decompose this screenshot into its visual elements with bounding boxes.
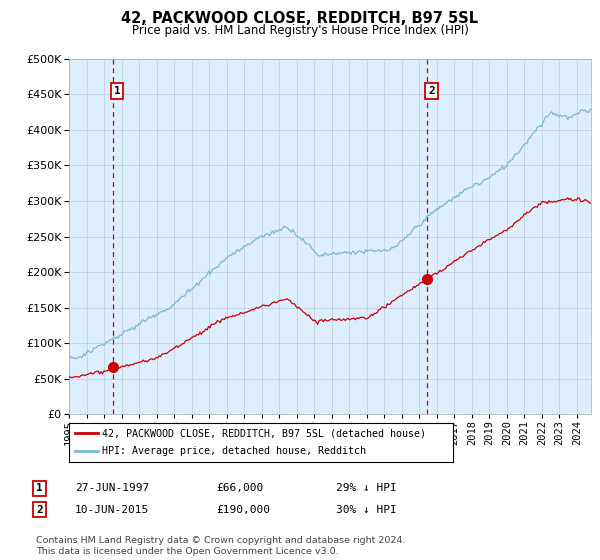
Text: Price paid vs. HM Land Registry's House Price Index (HPI): Price paid vs. HM Land Registry's House … xyxy=(131,24,469,37)
Text: 1: 1 xyxy=(36,483,43,493)
Text: 2: 2 xyxy=(428,86,435,96)
Text: £190,000: £190,000 xyxy=(216,505,270,515)
Text: 10-JUN-2015: 10-JUN-2015 xyxy=(75,505,149,515)
Text: Contains HM Land Registry data © Crown copyright and database right 2024.
This d: Contains HM Land Registry data © Crown c… xyxy=(36,536,406,556)
Text: 42, PACKWOOD CLOSE, REDDITCH, B97 5SL: 42, PACKWOOD CLOSE, REDDITCH, B97 5SL xyxy=(121,11,479,26)
Text: HPI: Average price, detached house, Redditch: HPI: Average price, detached house, Redd… xyxy=(101,446,365,456)
Text: 27-JUN-1997: 27-JUN-1997 xyxy=(75,483,149,493)
Text: 42, PACKWOOD CLOSE, REDDITCH, B97 5SL (detached house): 42, PACKWOOD CLOSE, REDDITCH, B97 5SL (d… xyxy=(101,428,425,438)
Text: £66,000: £66,000 xyxy=(216,483,263,493)
Text: 30% ↓ HPI: 30% ↓ HPI xyxy=(336,505,397,515)
Text: 1: 1 xyxy=(113,86,121,96)
Text: 29% ↓ HPI: 29% ↓ HPI xyxy=(336,483,397,493)
Text: 2: 2 xyxy=(36,505,43,515)
